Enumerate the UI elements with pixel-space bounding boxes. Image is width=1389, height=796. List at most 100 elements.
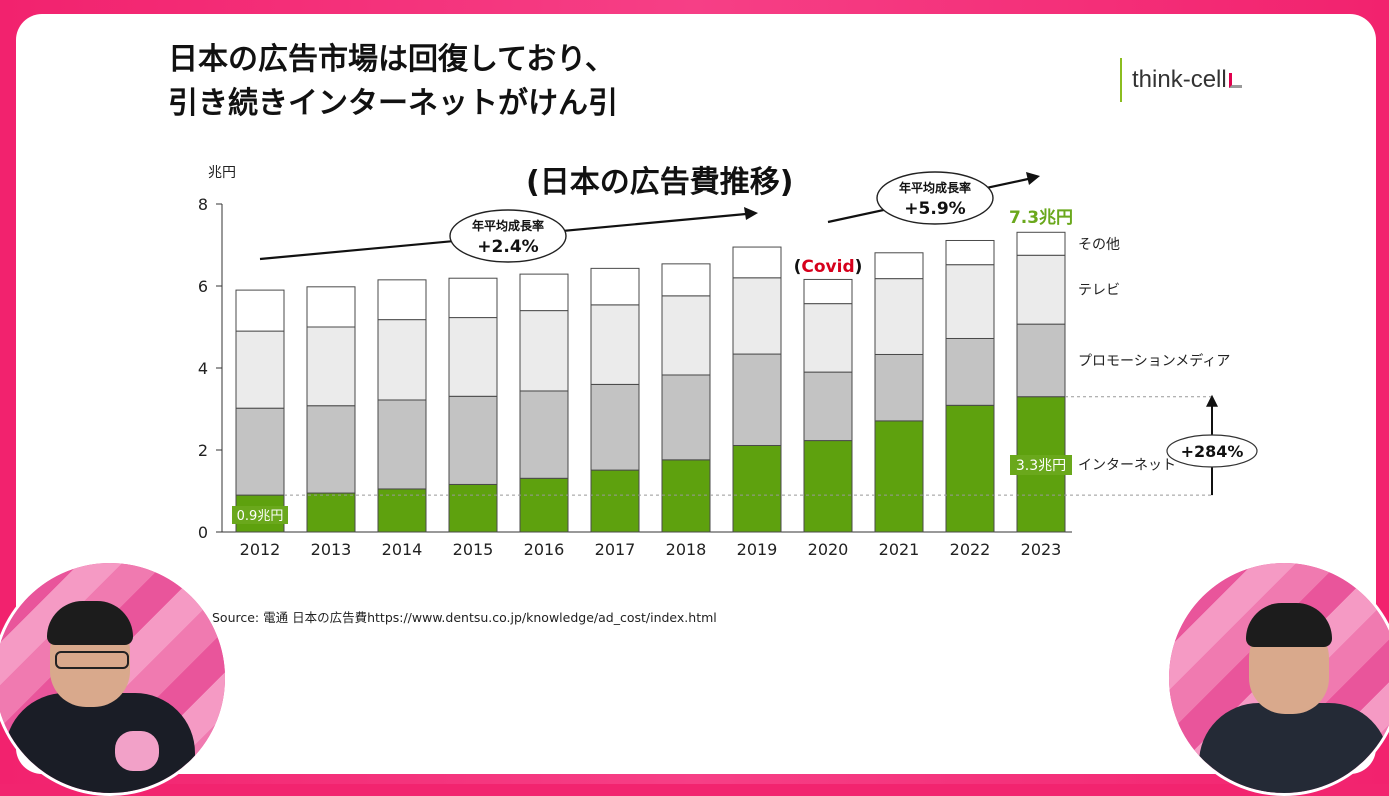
bar-segment	[235, 289, 285, 332]
bar-segment	[732, 277, 782, 355]
bar-segment	[661, 263, 711, 297]
bar-segment	[874, 420, 924, 533]
presenter-left-glasses	[55, 651, 129, 669]
bar-segment	[732, 246, 782, 279]
callout-2023-internet: 3.3兆円	[1016, 458, 1066, 474]
bar-segment	[945, 337, 995, 406]
x-tick-label: 2022	[950, 540, 991, 559]
covid-text: Covid	[801, 257, 854, 277]
bar-segment	[590, 383, 640, 471]
webcam-left-presenter	[0, 560, 228, 796]
bar-segment	[306, 492, 356, 533]
callout-2023-bg	[1010, 455, 1072, 475]
bar-segment	[1016, 254, 1066, 325]
bar-segment	[448, 277, 498, 319]
bar-segment	[590, 469, 640, 533]
bar-segment	[590, 304, 640, 385]
bar-segment	[1016, 323, 1066, 398]
trend-arrow-2-head-icon	[1026, 172, 1040, 185]
bar-segment	[448, 483, 498, 533]
legend-label: テレビ	[1078, 283, 1120, 299]
growth-label: +284%	[1181, 442, 1244, 461]
x-tick-label: 2014	[382, 540, 423, 559]
x-tick-label: 2017	[595, 540, 636, 559]
bar-segment	[661, 459, 711, 533]
presenter-right-hair	[1246, 603, 1332, 647]
cagr-2-value: +5.9%	[904, 199, 965, 219]
x-tick-label: 2019	[737, 540, 778, 559]
callout-2012-bg	[232, 506, 288, 524]
source-note: Source: 電通 日本の広告費https://www.dentsu.co.j…	[212, 610, 717, 625]
cagr-1-label: 年平均成長率	[472, 218, 544, 233]
callout-2012-internet: 0.9兆円	[237, 509, 284, 524]
chart-title: (日本の広告費推移)	[526, 165, 794, 200]
logo-mark-icon	[1228, 73, 1242, 89]
bar-segment	[945, 404, 995, 533]
bar-segment	[661, 295, 711, 376]
bar-segment	[377, 399, 427, 490]
x-tick-label: 2018	[666, 540, 707, 559]
bar-segment	[377, 319, 427, 401]
y-tick-label: 8	[198, 195, 208, 214]
bar-segment	[874, 278, 924, 355]
y-tick-label: 2	[198, 441, 208, 460]
y-tick-label: 6	[198, 277, 208, 296]
bar-segment	[590, 267, 640, 306]
bar-segment	[732, 353, 782, 446]
covid-label: (Covid)	[794, 257, 863, 277]
legend-label: インターネット	[1078, 457, 1176, 473]
covid-paren-open: (	[794, 257, 802, 277]
cagr-bubble-1	[449, 209, 567, 263]
presenter-right-body	[1199, 703, 1389, 793]
bar-segment	[306, 326, 356, 407]
bar-segment	[377, 279, 427, 321]
bar-segment	[803, 440, 853, 533]
x-tick-label: 2016	[524, 540, 565, 559]
bar-segment	[732, 444, 782, 533]
x-tick-label: 2013	[311, 540, 352, 559]
x-tick-label: 2020	[808, 540, 849, 559]
bar-segment	[306, 405, 356, 494]
bar-segment	[661, 374, 711, 461]
bar-segment	[874, 252, 924, 280]
title-line-1: 日本の広告市場は回復しており、	[168, 42, 615, 77]
bar-segment	[1016, 231, 1066, 256]
legend-label: その他	[1078, 237, 1120, 253]
title-line-2: 引き続きインターネットがけん引	[168, 86, 618, 121]
bar-segment	[945, 239, 995, 266]
growth-arrowhead-icon	[1206, 394, 1218, 407]
bar-segment	[448, 317, 498, 397]
bar-segment	[803, 278, 853, 305]
y-tick-label: 4	[198, 359, 208, 378]
bar-segment	[945, 264, 995, 339]
bar-segment	[235, 407, 285, 496]
bar-segment	[519, 477, 569, 533]
x-tick-label: 2023	[1021, 540, 1062, 559]
bar-segment	[803, 303, 853, 373]
trend-arrow-1-head-icon	[744, 207, 758, 220]
total-2023-label: 7.3兆円	[1009, 208, 1073, 228]
bar-segment	[519, 390, 569, 479]
think-cell-logo: think-cell	[1120, 58, 1242, 102]
x-tick-label: 2015	[453, 540, 494, 559]
cagr-1-value: +2.4%	[477, 237, 538, 257]
slide-title: 日本の広告市場は回復しており、 引き続きインターネットがけん引	[168, 38, 618, 126]
y-tick-label: 0	[198, 523, 208, 542]
bar-segment	[519, 310, 569, 392]
presenter-left-hair	[47, 601, 133, 645]
x-tick-label: 2012	[240, 540, 281, 559]
webcam-right-presenter	[1166, 560, 1389, 796]
bar-segment	[448, 395, 498, 485]
cagr-bubble-2	[876, 171, 994, 225]
y-axis-unit-label: 兆円	[208, 165, 236, 181]
microphone-icon	[115, 731, 159, 771]
bar-segment	[377, 488, 427, 533]
cagr-2-label: 年平均成長率	[899, 180, 971, 195]
bar-segment	[874, 353, 924, 422]
bar-segment	[306, 286, 356, 328]
bar-segment	[803, 371, 853, 442]
logo-text: think-cell	[1132, 66, 1227, 93]
bar-segment	[235, 330, 285, 409]
bar-segment	[519, 273, 569, 312]
